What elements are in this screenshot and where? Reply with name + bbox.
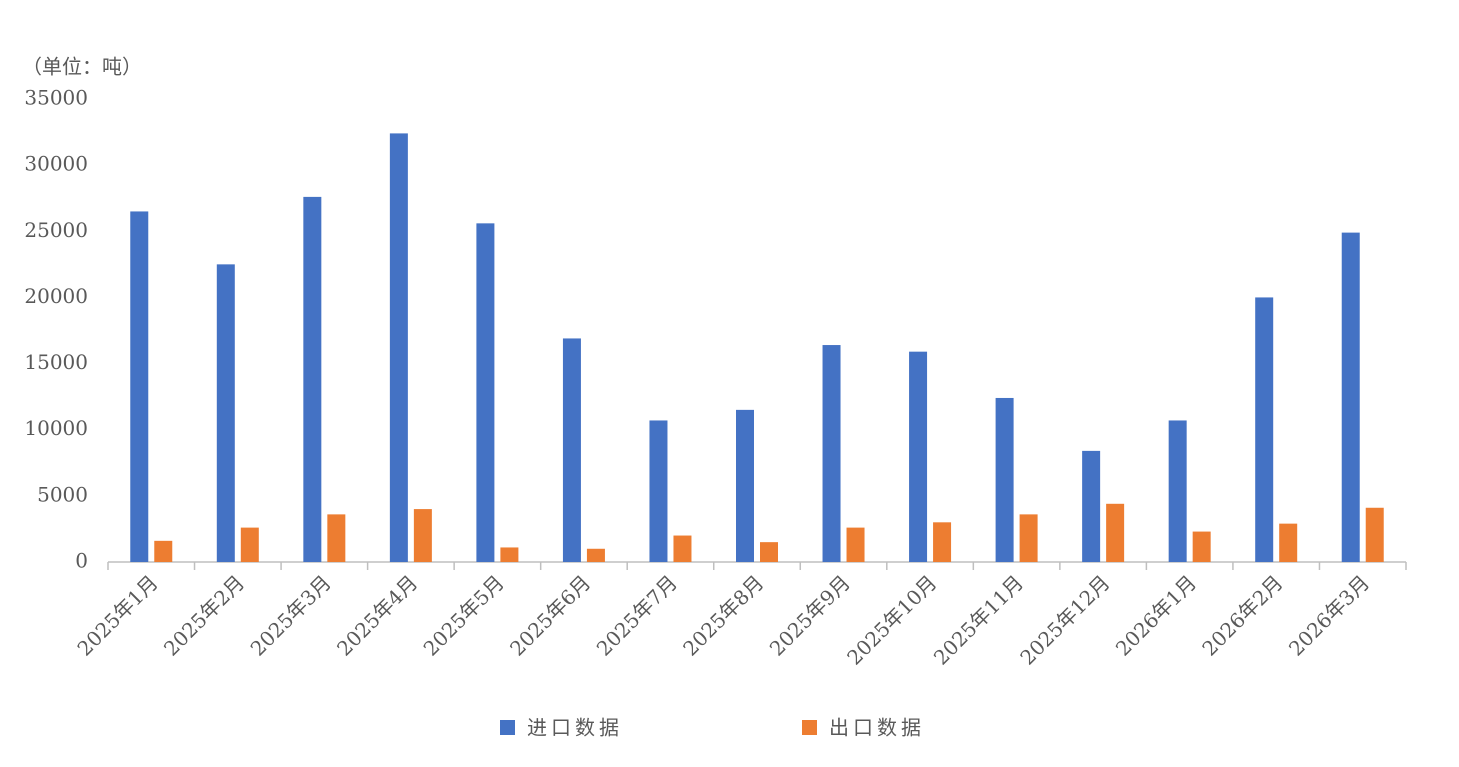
bar — [327, 514, 346, 562]
bar — [995, 397, 1014, 562]
legend-swatch — [500, 720, 515, 735]
y-tick-label: 25000 — [24, 218, 88, 242]
x-tick-label: 2025年11月 — [929, 570, 1028, 669]
y-tick-label: 15000 — [24, 350, 88, 374]
unit-label: （单位：吨） — [22, 55, 142, 79]
y-tick-label: 0 — [75, 549, 88, 573]
legend-label: 出口数据 — [829, 716, 925, 740]
bar — [673, 535, 692, 562]
bar — [562, 338, 581, 562]
bar — [413, 509, 432, 562]
bar — [154, 540, 173, 562]
x-tick-label: 2025年7月 — [592, 570, 682, 660]
x-tick-label: 2025年6月 — [505, 570, 595, 660]
x-tick-label: 2025年1月 — [72, 570, 162, 660]
bar — [1365, 507, 1384, 562]
y-tick-label: 35000 — [24, 86, 88, 110]
bar — [933, 522, 952, 562]
x-tick-label: 2025年8月 — [678, 570, 768, 660]
bar — [500, 547, 519, 562]
bar — [846, 527, 865, 562]
bar — [303, 196, 322, 563]
bar — [476, 223, 495, 562]
x-tick-label: 2026年2月 — [1197, 570, 1287, 660]
x-tick-label: 2025年2月 — [159, 570, 249, 660]
bar — [1279, 523, 1298, 562]
bar — [389, 133, 408, 562]
legend-label: 进口数据 — [527, 716, 623, 740]
x-tick-label: 2025年5月 — [419, 570, 509, 660]
bar — [1192, 531, 1211, 562]
y-tick-label: 30000 — [24, 152, 88, 176]
x-tick-label: 2025年9月 — [765, 570, 855, 660]
x-tick-label: 2025年3月 — [246, 570, 336, 660]
y-tick-label: 10000 — [24, 416, 88, 440]
bar — [736, 409, 754, 562]
bar — [1106, 503, 1125, 562]
bar — [586, 548, 605, 562]
bar — [216, 264, 235, 562]
bar — [1341, 232, 1360, 562]
bar — [130, 211, 149, 562]
x-tick-label: 2025年4月 — [332, 570, 422, 660]
bar — [649, 420, 668, 562]
bar — [822, 345, 841, 562]
bar — [1255, 297, 1274, 562]
bar — [1019, 514, 1038, 562]
x-tick-label: 2026年3月 — [1284, 570, 1374, 660]
x-tick-label: 2025年10月 — [842, 570, 941, 669]
x-tick-label: 2025年12月 — [1015, 570, 1114, 669]
bar — [1082, 450, 1101, 562]
bar — [909, 351, 928, 562]
bar — [1168, 420, 1187, 562]
x-tick-label: 2026年1月 — [1111, 570, 1201, 660]
y-tick-label: 20000 — [24, 284, 88, 308]
y-tick-label: 5000 — [37, 482, 88, 506]
legend-swatch — [802, 720, 817, 735]
bar — [760, 542, 778, 562]
bar — [240, 527, 259, 562]
